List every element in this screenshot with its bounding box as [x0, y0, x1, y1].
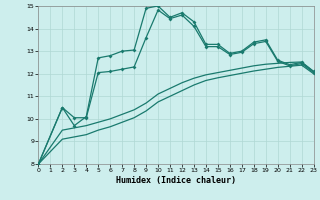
X-axis label: Humidex (Indice chaleur): Humidex (Indice chaleur)	[116, 176, 236, 185]
